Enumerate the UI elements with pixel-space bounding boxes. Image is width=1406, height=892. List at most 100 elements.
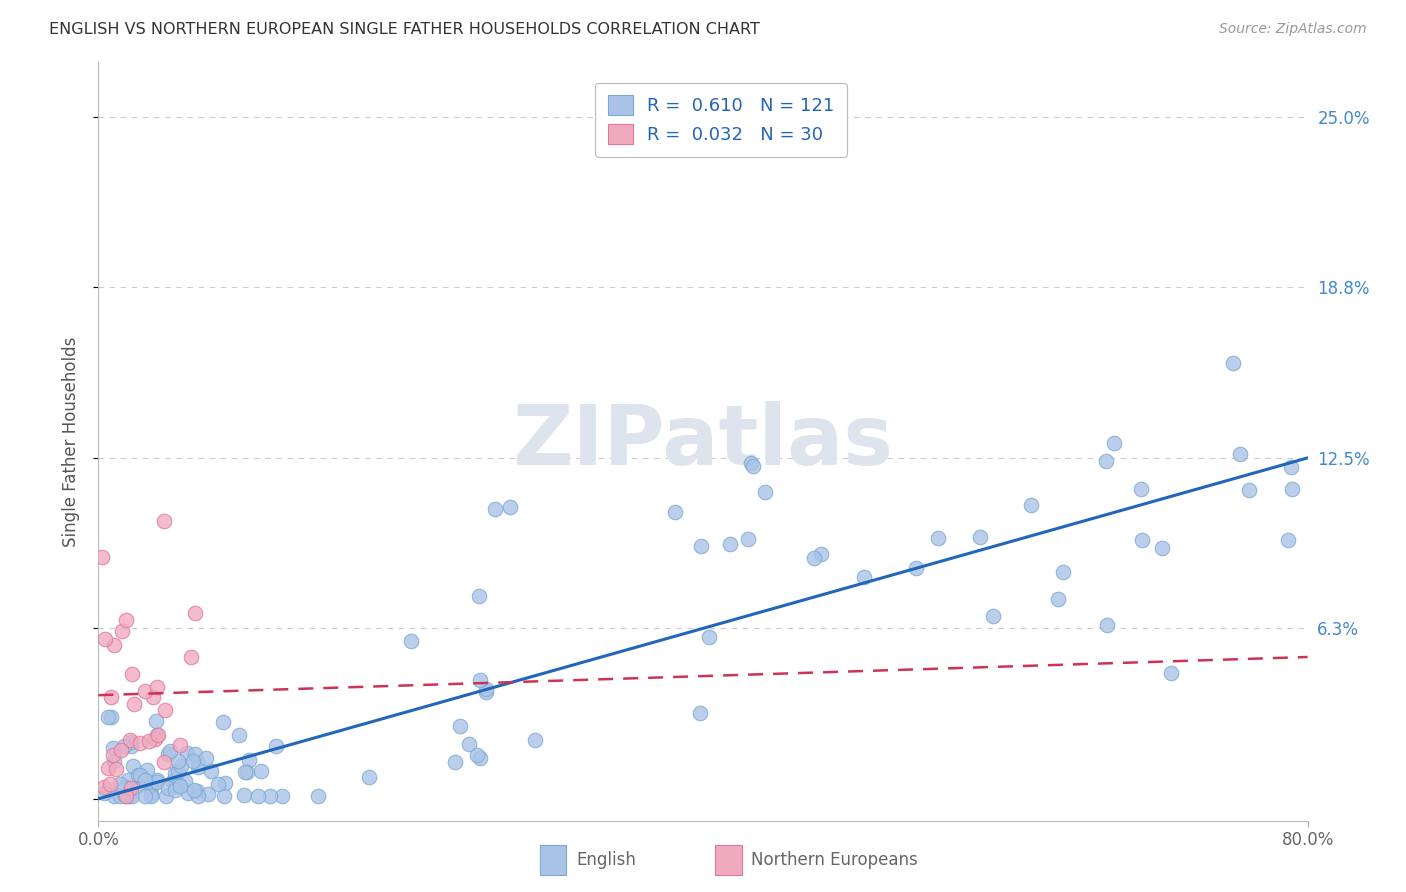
Point: [127, 768, 149, 782]
Point: [118, 732, 141, 747]
Point: [523, 732, 546, 747]
Point: [169, 779, 191, 793]
Point: [153, 755, 176, 769]
Point: [1237, 483, 1260, 497]
Point: [184, 606, 207, 620]
Point: [183, 782, 205, 797]
Point: [228, 728, 250, 742]
Point: [468, 589, 491, 603]
Point: [1313, 409, 1336, 423]
Point: [1019, 498, 1042, 512]
Point: [186, 784, 208, 798]
Point: [100, 777, 122, 791]
Point: [259, 789, 281, 803]
Point: [93, 787, 115, 801]
Point: [146, 773, 169, 788]
Y-axis label: Single Father Households: Single Father Households: [62, 336, 80, 547]
Point: [1229, 447, 1251, 461]
Text: English: English: [576, 851, 636, 869]
Point: [197, 787, 219, 801]
Point: [1095, 617, 1118, 632]
Point: [357, 770, 380, 784]
Point: [145, 714, 167, 729]
Point: [247, 789, 270, 803]
Point: [110, 789, 132, 803]
Point: [1046, 592, 1069, 607]
Point: [167, 764, 190, 778]
Point: [118, 789, 141, 803]
Point: [1132, 533, 1154, 547]
Point: [475, 685, 498, 699]
Point: [810, 547, 832, 561]
Point: [139, 778, 162, 792]
Point: [250, 764, 273, 779]
Point: [112, 739, 135, 753]
Point: [904, 561, 927, 575]
Point: [121, 789, 143, 803]
Point: [211, 714, 233, 729]
Point: [138, 734, 160, 748]
Point: [399, 634, 422, 648]
Point: [167, 754, 190, 768]
FancyBboxPatch shape: [540, 845, 567, 875]
Point: [139, 789, 162, 803]
Point: [207, 777, 229, 791]
Point: [180, 649, 202, 664]
Point: [117, 772, 139, 787]
Point: [110, 743, 132, 757]
Point: [187, 756, 209, 770]
Point: [120, 781, 142, 796]
Point: [181, 754, 204, 768]
Point: [103, 789, 125, 803]
Point: [143, 731, 166, 746]
Point: [969, 530, 991, 544]
Point: [214, 776, 236, 790]
Point: [475, 682, 498, 697]
Point: [146, 728, 169, 742]
Point: [1129, 482, 1152, 496]
Point: [689, 706, 711, 720]
Point: [1315, 421, 1337, 435]
Point: [443, 756, 465, 770]
Point: [187, 789, 209, 803]
Point: [1152, 541, 1174, 556]
Point: [134, 772, 156, 787]
Point: [162, 774, 184, 789]
Point: [153, 703, 176, 717]
Point: [1160, 665, 1182, 680]
Point: [1052, 565, 1074, 579]
Legend: R =  0.610   N = 121, R =  0.032   N = 30: R = 0.610 N = 121, R = 0.032 N = 30: [595, 83, 848, 157]
Point: [457, 737, 479, 751]
Point: [97, 710, 120, 724]
Point: [103, 741, 125, 756]
Point: [689, 539, 711, 553]
Point: [120, 734, 142, 748]
Point: [1281, 482, 1303, 496]
Point: [120, 739, 142, 753]
Point: [449, 719, 471, 733]
Point: [174, 774, 197, 789]
Point: [1104, 436, 1126, 450]
Point: [103, 639, 125, 653]
Point: [100, 710, 122, 724]
Text: ENGLISH VS NORTHERN EUROPEAN SINGLE FATHER HOUSEHOLDS CORRELATION CHART: ENGLISH VS NORTHERN EUROPEAN SINGLE FATH…: [49, 22, 761, 37]
Point: [718, 537, 741, 551]
Point: [159, 744, 181, 758]
Point: [155, 789, 177, 803]
Point: [146, 775, 169, 789]
Point: [128, 768, 150, 782]
Point: [115, 613, 138, 627]
Point: [100, 690, 122, 705]
Point: [664, 505, 686, 519]
Point: [214, 789, 236, 803]
Point: [853, 570, 876, 584]
Point: [927, 531, 949, 545]
Point: [465, 747, 488, 762]
Point: [103, 754, 125, 768]
Point: [233, 789, 256, 803]
Point: [1279, 459, 1302, 474]
Point: [200, 764, 222, 778]
Point: [103, 748, 125, 763]
Point: [740, 456, 762, 470]
Point: [195, 751, 218, 765]
